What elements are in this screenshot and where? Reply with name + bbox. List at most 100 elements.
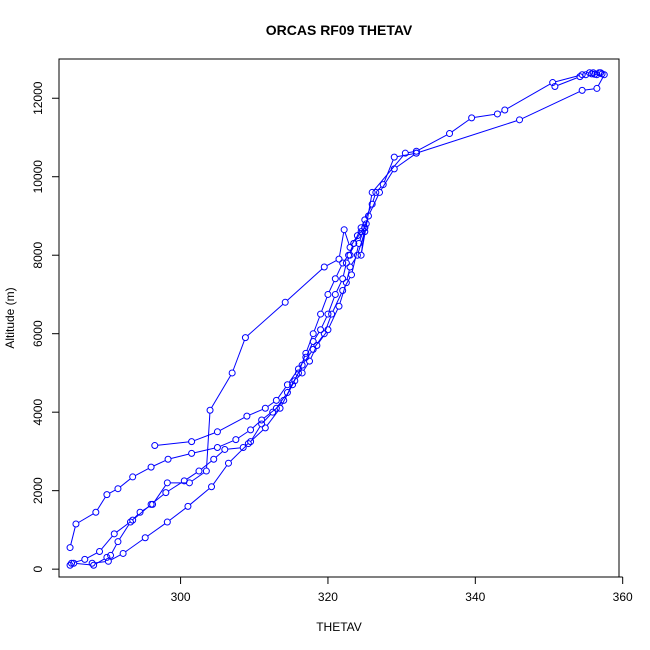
series-segment (194, 447, 215, 454)
data-point (401, 149, 409, 157)
series-segment (249, 408, 263, 416)
series-segment (293, 367, 302, 383)
data-point (346, 251, 354, 259)
x-axis-label: THETAV (316, 620, 362, 634)
series-segment (396, 154, 415, 168)
series-segment (76, 563, 91, 566)
y-tick-label: 2000 (31, 477, 45, 504)
data-point (353, 251, 361, 259)
y-tick-label: 10000 (31, 160, 45, 194)
data-point (247, 438, 255, 446)
x-tick-label: 320 (318, 590, 338, 604)
series-segment (287, 268, 323, 301)
series-segment (344, 232, 350, 245)
series-segment (296, 374, 301, 379)
data-point (339, 275, 347, 283)
data-point (195, 467, 203, 475)
data-point (247, 426, 255, 434)
data-point (188, 449, 196, 457)
series-segment (373, 155, 404, 191)
data-point (335, 302, 343, 310)
data-point (468, 114, 476, 122)
series-segment (313, 316, 320, 332)
series-segment (189, 488, 210, 505)
series-segment (250, 429, 264, 442)
data-point (119, 549, 127, 557)
series-segment (119, 478, 131, 488)
series-segment (303, 363, 309, 371)
data-point (595, 69, 603, 77)
series-segment (310, 347, 317, 359)
data-point (114, 538, 122, 546)
series-segment (101, 535, 113, 550)
y-tick-label: 4000 (31, 399, 45, 426)
series-segment (288, 371, 298, 383)
series-segment (397, 153, 414, 158)
series-segment (351, 237, 357, 246)
data-point (147, 463, 155, 471)
data-point (317, 326, 325, 334)
data-point (261, 404, 269, 412)
data-point (239, 444, 247, 451)
data-point (136, 508, 144, 516)
series-segment (361, 195, 373, 253)
series-segment (212, 465, 228, 485)
data-point (346, 243, 354, 251)
data-point (151, 442, 159, 450)
series-segment (321, 297, 328, 312)
series-5 (88, 71, 608, 567)
series-segment (522, 91, 580, 120)
data-point (588, 70, 596, 78)
data-point (72, 520, 80, 528)
series-segment (555, 74, 580, 83)
data-point (390, 165, 398, 173)
data-point (289, 381, 297, 389)
data-point (185, 479, 193, 487)
data-point (129, 473, 137, 481)
data-point (103, 553, 111, 561)
data-point (272, 404, 280, 412)
data-point (104, 557, 112, 565)
series-segment (70, 526, 76, 545)
series-segment (251, 426, 261, 440)
series-segment (597, 77, 604, 87)
series-segment (328, 281, 335, 292)
series-segment (324, 316, 332, 332)
data-point (107, 551, 115, 559)
series-segment (359, 229, 364, 234)
series-segment (186, 472, 197, 480)
series-segment (170, 453, 189, 460)
data-point (66, 544, 74, 552)
data-point (188, 438, 196, 446)
data-point (320, 263, 328, 271)
data-point (516, 116, 524, 124)
data-point (149, 500, 157, 508)
series-segment (247, 303, 284, 337)
data-point (283, 389, 291, 397)
series-segment (227, 447, 241, 450)
series-segment (153, 485, 167, 503)
series-segment (78, 513, 94, 523)
x-axis: 300 320 340 360 (171, 576, 633, 604)
series-segment (354, 233, 360, 242)
data-point (593, 84, 601, 92)
data-point (232, 436, 240, 444)
data-point (241, 334, 249, 342)
series-segment (328, 308, 339, 328)
x-tick-label: 300 (171, 590, 191, 604)
series-segment (238, 431, 249, 439)
data-point (342, 279, 350, 287)
y-tick-label: 0 (31, 565, 45, 572)
series-segment (299, 359, 305, 367)
data-point (202, 467, 210, 475)
series-segment (343, 277, 351, 289)
series-segment (383, 159, 394, 182)
data-point (368, 188, 376, 196)
data-point (276, 404, 284, 412)
data-point (376, 188, 384, 196)
series-segment (277, 386, 287, 399)
data-point (70, 559, 78, 567)
data-point (551, 82, 559, 90)
data-point (291, 377, 299, 385)
series-segment (332, 293, 342, 312)
